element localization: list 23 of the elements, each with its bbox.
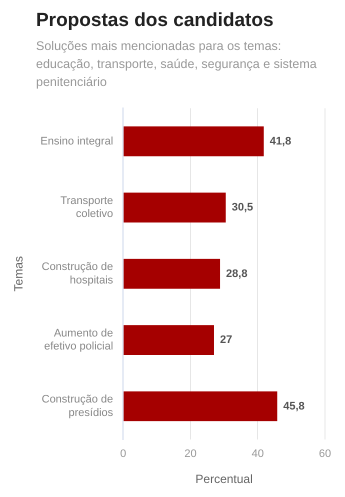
- y-axis-title: Temas: [12, 256, 26, 292]
- data-label: 30,5: [232, 202, 254, 214]
- chart-title: Propostas dos candidatos: [36, 10, 274, 32]
- x-tick-label: 60: [318, 448, 332, 460]
- data-label: 27: [220, 334, 232, 346]
- y-tick-label: Transporte coletivo: [60, 194, 114, 220]
- y-tick-label: Aumento de efetivo policial: [44, 327, 114, 353]
- y-tick-label: Construção de presídios: [42, 394, 114, 419]
- x-axis-title: Percentual: [195, 472, 253, 486]
- bar: [124, 126, 264, 156]
- x-tick-label: 0: [120, 448, 126, 460]
- data-label: 28,8: [226, 268, 248, 280]
- x-tick-label: 40: [252, 448, 264, 460]
- bar: [124, 325, 214, 355]
- bar: [124, 258, 220, 289]
- x-tick-label: 20: [184, 448, 197, 460]
- bar: [124, 192, 226, 222]
- y-tick-label: Ensino integral: [40, 135, 114, 148]
- data-label: 41,8: [270, 135, 292, 148]
- chart-subtitle: Soluções mais mencionadas para os temas: educação, transporte, saúde, segurança e sistema penitenciário: [36, 38, 318, 91]
- bar: [124, 391, 278, 422]
- y-tick-label: Construção de hospitais: [42, 261, 114, 286]
- data-label: 45,8: [283, 400, 305, 412]
